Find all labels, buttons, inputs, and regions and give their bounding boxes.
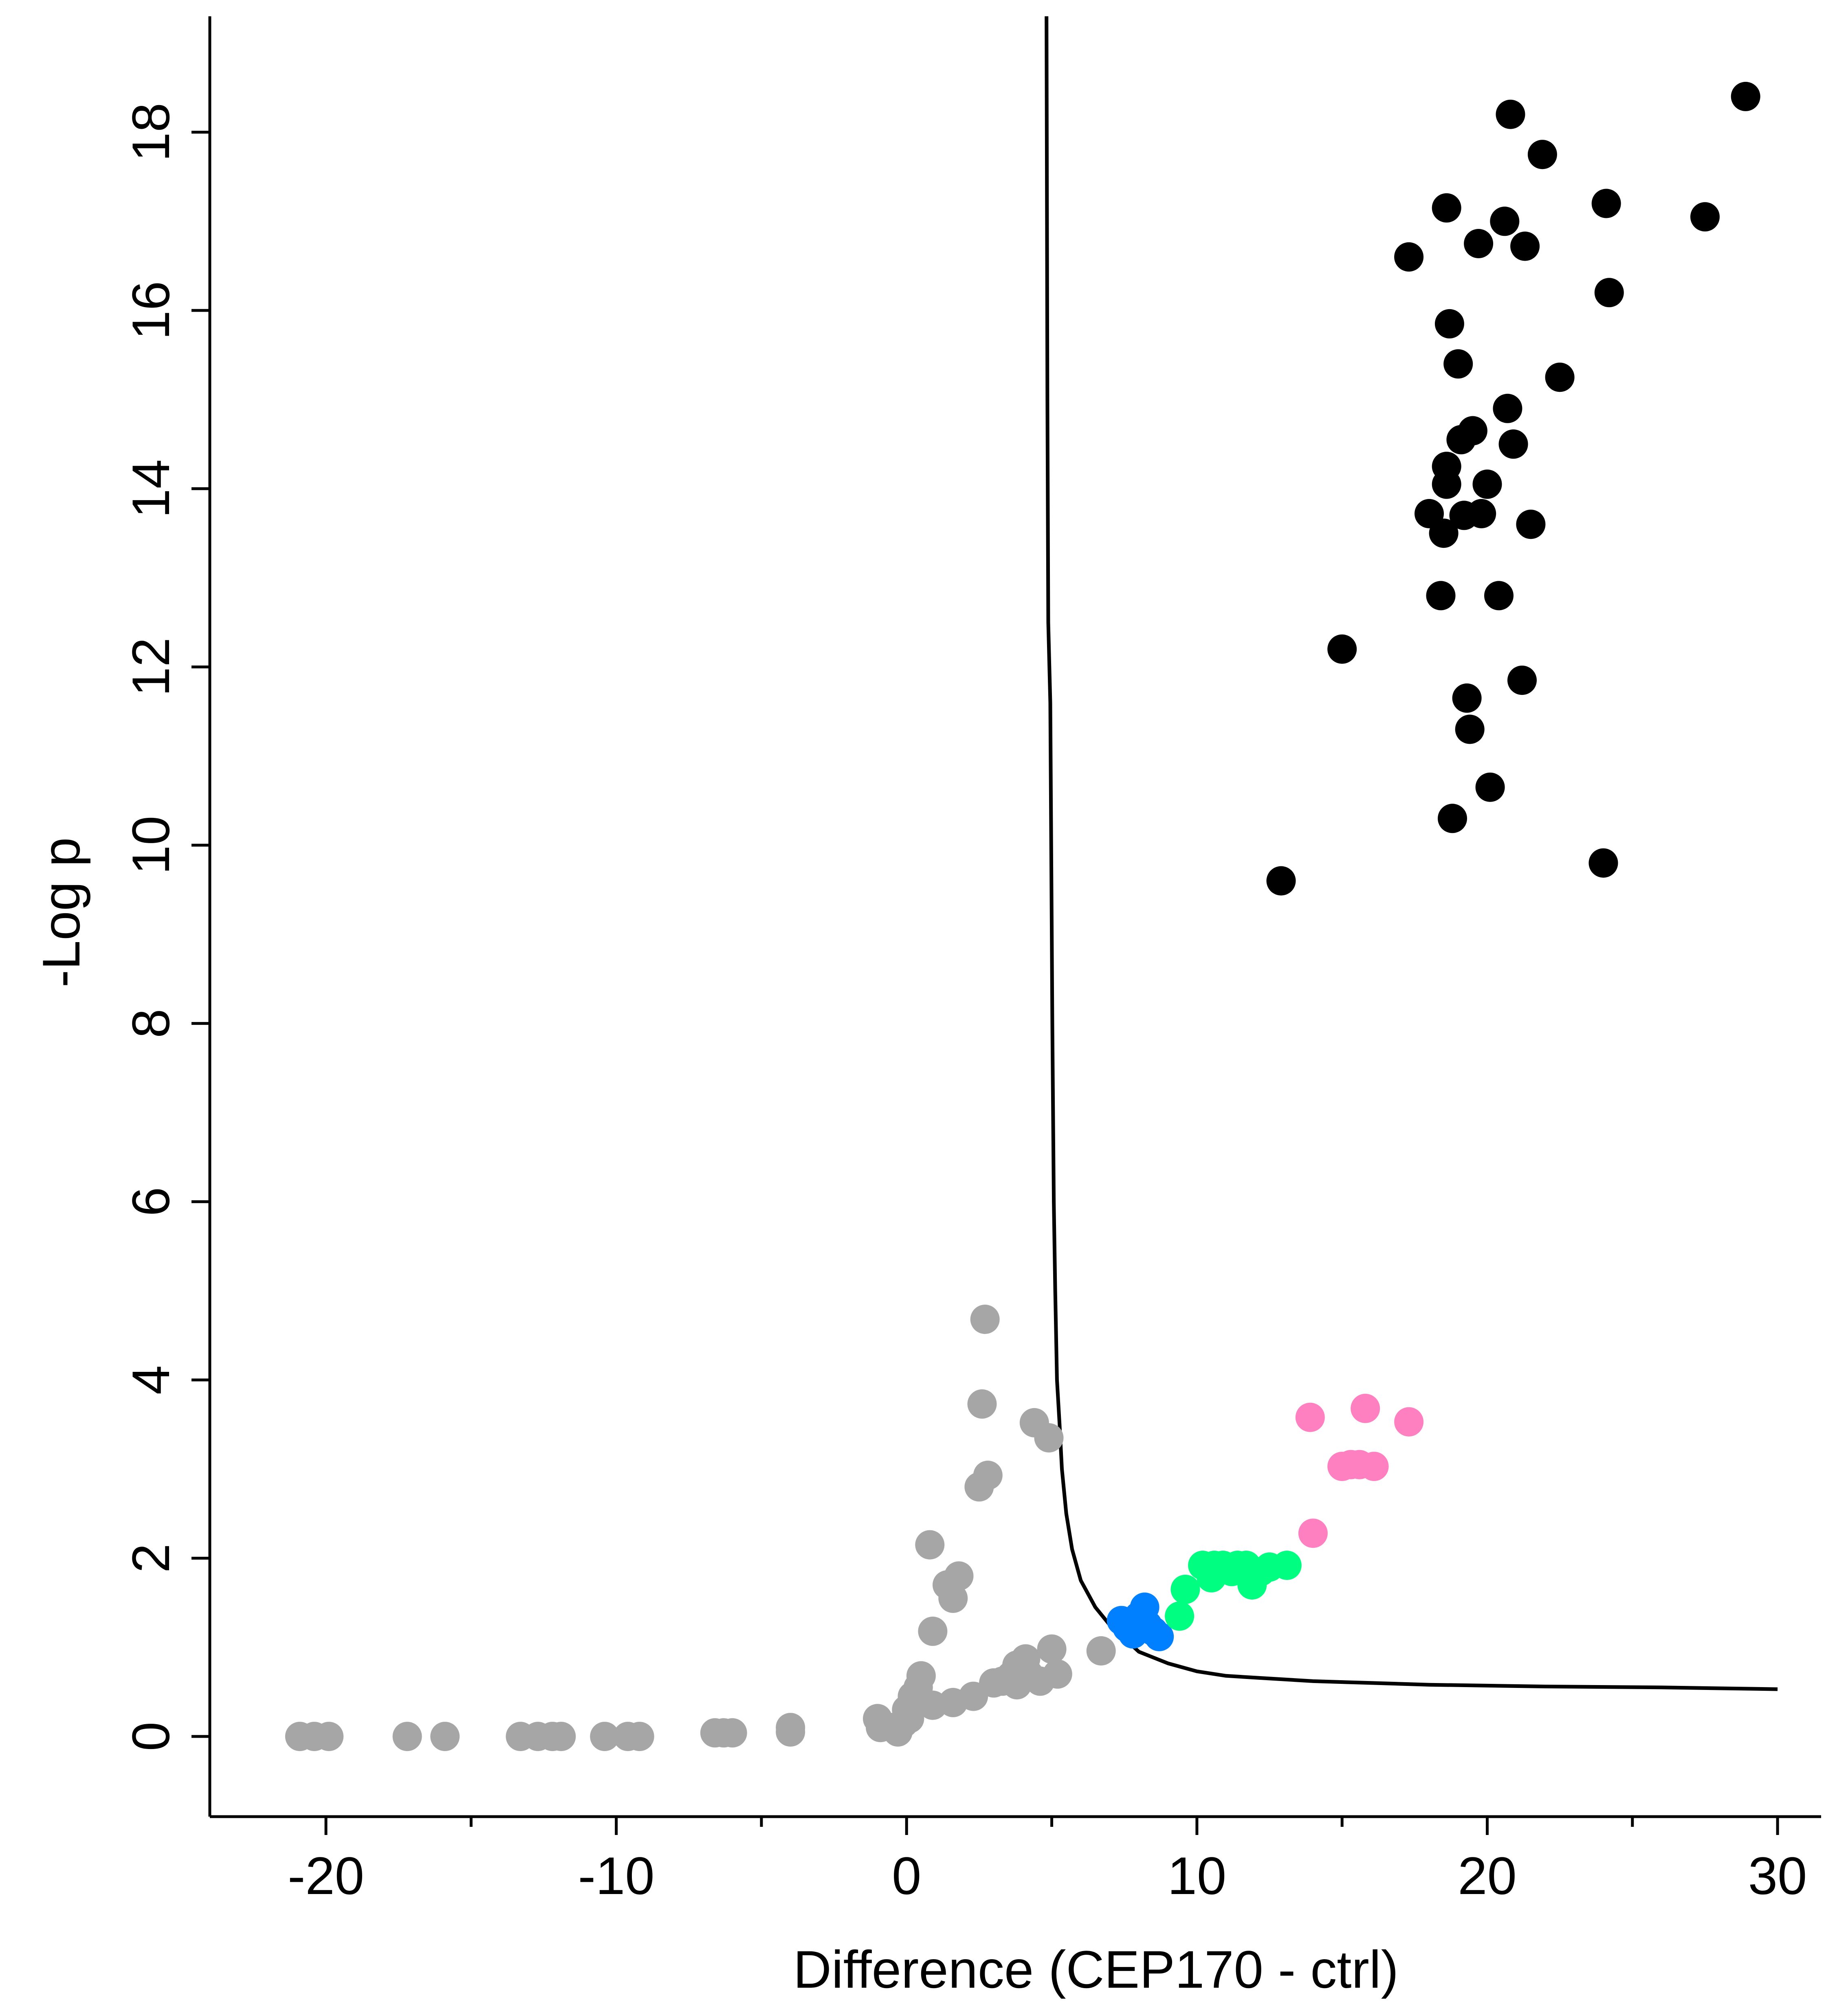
data-point — [967, 1389, 997, 1419]
data-point — [915, 1530, 945, 1560]
y-tick-label: 8 — [121, 1009, 180, 1038]
data-point — [1426, 581, 1456, 611]
x-tick-label: 30 — [1748, 1846, 1807, 1905]
y-tick-label: 14 — [121, 459, 180, 518]
y-tick-label: 2 — [121, 1543, 180, 1573]
axes: -20 -10 0 10 20 30 0 2 4 6 8 10 12 14 16 18 — [121, 16, 1821, 1905]
data-point — [392, 1722, 422, 1751]
data-point — [1037, 1634, 1067, 1664]
data-point — [1498, 429, 1528, 459]
data-point — [1429, 519, 1459, 548]
data-point — [1588, 848, 1618, 878]
data-point — [1434, 309, 1464, 338]
x-tick-label: -10 — [578, 1846, 655, 1905]
threshold-curve — [1045, 16, 1778, 1691]
data-point — [1594, 278, 1624, 308]
significance-threshold-curve-layer — [1045, 16, 1778, 1691]
data-point — [1475, 772, 1505, 802]
data-point — [973, 1461, 1003, 1490]
data-point — [970, 1305, 1000, 1334]
data-point — [1731, 81, 1760, 111]
y-tick-label: 0 — [121, 1722, 180, 1751]
data-point — [1493, 393, 1522, 423]
series-4 — [1266, 81, 1760, 896]
series-3 — [1295, 1393, 1424, 1548]
data-point — [1484, 581, 1514, 611]
data-point — [1443, 349, 1473, 379]
y-tick-label: 10 — [121, 816, 180, 875]
data-point — [1455, 714, 1485, 744]
y-tick-label: 18 — [121, 103, 180, 162]
data-point — [1266, 866, 1296, 896]
data-point — [1496, 99, 1525, 129]
data-point — [590, 1722, 620, 1751]
y-tick-label: 12 — [121, 637, 180, 697]
data-point — [430, 1722, 460, 1751]
data-point — [1432, 469, 1461, 499]
data-point — [1452, 683, 1482, 713]
data-point — [1464, 229, 1494, 258]
data-point — [1272, 1551, 1302, 1580]
data-point — [1527, 140, 1557, 169]
data-point — [938, 1583, 968, 1613]
data-point — [1591, 189, 1621, 218]
data-point — [1170, 1575, 1200, 1604]
y-tick-label: 4 — [121, 1365, 180, 1395]
x-tick-label: 20 — [1458, 1846, 1517, 1905]
data-point — [918, 1616, 948, 1646]
data-point — [776, 1717, 805, 1747]
series-2 — [1165, 1551, 1302, 1631]
data-point — [1043, 1659, 1072, 1689]
data-point — [1351, 1393, 1380, 1423]
data-point — [625, 1722, 654, 1751]
x-tick-label: 0 — [892, 1846, 921, 1905]
series-0 — [285, 1305, 1116, 1751]
data-point — [546, 1722, 576, 1751]
data-point — [717, 1718, 747, 1748]
x-tick-label: -20 — [288, 1846, 364, 1905]
data-point — [1034, 1423, 1064, 1452]
data-point — [1472, 469, 1502, 499]
data-point — [1545, 363, 1575, 392]
data-point — [944, 1561, 974, 1591]
data-point — [1467, 499, 1496, 528]
y-axis-title: -Log p — [31, 837, 91, 988]
series-1 — [1107, 1592, 1174, 1651]
data-point — [1144, 1622, 1174, 1651]
data-point — [1690, 202, 1720, 232]
data-point — [906, 1661, 936, 1691]
data-point — [1327, 634, 1357, 664]
data-point — [1458, 416, 1487, 446]
data-point — [1510, 231, 1540, 261]
data-points-layer — [285, 81, 1760, 1751]
x-tick-label: 10 — [1168, 1846, 1227, 1905]
data-point — [1438, 804, 1467, 833]
data-point — [1516, 510, 1546, 539]
data-point — [314, 1722, 344, 1751]
data-point — [1432, 193, 1461, 223]
y-tick-label: 6 — [121, 1187, 180, 1216]
x-axis-title: Difference (CEP170 - ctrl) — [793, 1940, 1399, 1999]
y-tick-label: 16 — [121, 281, 180, 340]
data-point — [1507, 666, 1537, 695]
data-point — [1086, 1636, 1116, 1666]
data-point — [895, 1704, 924, 1734]
data-point — [1490, 207, 1520, 236]
data-point — [1298, 1518, 1328, 1548]
data-point — [1394, 1407, 1424, 1437]
data-point — [1165, 1601, 1195, 1631]
data-point — [1295, 1402, 1325, 1432]
data-point — [1394, 242, 1424, 272]
data-point — [1359, 1452, 1389, 1481]
